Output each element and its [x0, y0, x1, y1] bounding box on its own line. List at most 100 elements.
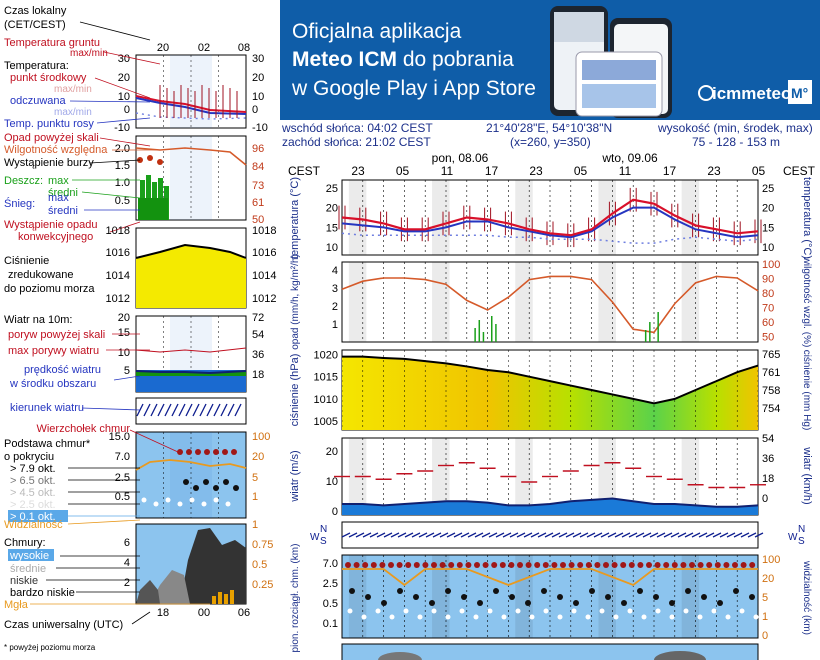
- mini-cloud-dot: [153, 501, 159, 507]
- mini-temp-tick-r: 30: [252, 53, 264, 65]
- temp-tick-left: 10: [326, 242, 338, 254]
- local-time-tz: (CET/CEST): [4, 19, 66, 31]
- legend-leader: [89, 159, 141, 164]
- wind-arrow-icon: [663, 532, 673, 538]
- wind-arrow-icon: [376, 532, 386, 538]
- mini-wind-arrow-icon: [234, 403, 242, 417]
- cest-right: CEST: [783, 164, 816, 178]
- pres-mm-tick: 765: [762, 349, 780, 361]
- mini-fog-bar: [218, 592, 222, 604]
- temp-maxmin-label: max/min: [54, 84, 92, 95]
- fog-label: Mgła: [4, 599, 29, 611]
- banner-line2: Meteo ICM do pobrania: [292, 48, 514, 71]
- okt-label: > 2.5 okt.: [10, 499, 56, 511]
- banner-line3: w Google Play i App Store: [291, 77, 536, 100]
- wind-arrow-icon: [621, 532, 631, 538]
- cloud-base-dot: [717, 600, 723, 606]
- cloud-base-dot: [461, 594, 467, 600]
- legend-leader: [67, 519, 141, 525]
- cloud-base-dot: [683, 608, 689, 614]
- wind-kmh-tick: 36: [762, 453, 774, 465]
- cloud-base-dot: [571, 608, 577, 614]
- mini-wind-arrow-icon: [206, 403, 214, 417]
- legend-leader: [79, 21, 151, 41]
- legend-leader: [103, 51, 161, 65]
- wind-kmh-tick: 18: [762, 473, 774, 485]
- hour-label: 11: [441, 164, 454, 178]
- cloud-base-dot: [459, 608, 465, 614]
- mini-wind-arrow-icon: [178, 403, 186, 417]
- cl-low-label: niskie: [10, 575, 38, 587]
- cloud-base-dot: [701, 594, 707, 600]
- sunset-text: zachód słońca: 21:02 CEST: [282, 135, 431, 149]
- snow-mid-label: średni: [48, 205, 78, 217]
- cloud-base-dot: [487, 608, 493, 614]
- cloud-base-dot: [542, 562, 549, 568]
- gust-max-label: max porywy wiatru: [8, 345, 99, 357]
- storm-label: Wystąpienie burzy: [4, 157, 94, 169]
- wind-arrow-icon: [537, 532, 547, 538]
- wind-arrow-icon: [635, 532, 645, 538]
- cloud-base-dot: [577, 562, 584, 568]
- wind-arrow-icon: [411, 532, 421, 538]
- local-time-label: Czas lokalny: [4, 5, 67, 17]
- mini-temp-tick: 30: [118, 53, 130, 65]
- cloud-base-dot: [499, 562, 506, 568]
- night-band: [681, 262, 700, 342]
- mini-cloud-dot: [195, 449, 201, 455]
- mini-cl-tick: 2: [124, 577, 130, 589]
- cloud-panel: [341, 554, 759, 639]
- mini-wind-tick-r: 18: [252, 369, 264, 381]
- ground-temp-maxmin: max/min: [70, 48, 108, 59]
- mini-dew-line: [135, 112, 247, 120]
- cloud-base-dot: [473, 614, 479, 620]
- humidity-label: Wilgotność względna: [4, 144, 108, 156]
- wind-arrow-icon: [656, 532, 666, 538]
- mini-cl-tick: 6: [124, 537, 130, 549]
- compass-s-r: S: [798, 536, 805, 547]
- mini-cloud-dot: [141, 497, 147, 503]
- mini-pres-tick: 1018: [106, 225, 130, 237]
- mini-pres-tick-r: 1016: [252, 247, 276, 259]
- okt-label: > 4.5 okt.: [10, 487, 56, 499]
- temperature-panel: [338, 179, 762, 256]
- cloud-base-label-2: o pokryciu: [4, 451, 54, 463]
- mini-hum-tick: 50: [252, 214, 264, 226]
- humidity-line: [341, 275, 759, 334]
- wind-arrow-icon: [530, 532, 540, 538]
- mini-vis-tick: 1: [252, 491, 258, 503]
- night-band: [681, 180, 700, 255]
- cloud-base-dot: [375, 608, 381, 614]
- cloud-base-dot: [637, 588, 643, 594]
- cloud-base-dot: [654, 562, 661, 568]
- mini-cloud-shape: [136, 580, 160, 604]
- cl-high-highlight: [8, 549, 54, 561]
- wind-tick: 10: [326, 476, 338, 488]
- cloud-base-dot: [403, 608, 409, 614]
- wind-ylabel-r: wiatr (km/h): [801, 446, 813, 504]
- cloud-base-dot: [669, 614, 675, 620]
- hour-label: 23: [707, 164, 721, 178]
- wind-arrow-icon: [523, 532, 533, 538]
- hum-tick: 100: [762, 259, 780, 271]
- day2-label: wto, 09.06: [601, 151, 658, 165]
- mini-hour-bottom: 00: [198, 607, 210, 619]
- wind-arrow-icon: [481, 532, 491, 538]
- cloud-base-dot: [671, 562, 678, 568]
- footnote-label: * powyżej poziomu morza: [4, 643, 96, 652]
- mini-pres-tick: 1016: [106, 247, 130, 259]
- cloud-base-label-1: Podstawa chmur*: [4, 438, 91, 450]
- cloud-base-dot: [413, 594, 419, 600]
- cloud-base-dot: [685, 588, 691, 594]
- hour-label: 17: [663, 164, 677, 178]
- legend-leader: [113, 375, 141, 381]
- cloud-ylabel: pion. rozciągł. chm. (km): [290, 544, 301, 653]
- app-banner[interactable]: Oficjalna aplikacja Meteo ICM do pobrani…: [280, 0, 820, 120]
- hour-label: 11: [619, 164, 632, 178]
- cloud-base-dot: [509, 594, 515, 600]
- wind-arrow-icon: [733, 532, 743, 538]
- mini-temp-tick: 10: [118, 91, 130, 103]
- mini-cl-tick-r: 0.5: [252, 559, 267, 571]
- cloud-base-dot: [732, 562, 738, 568]
